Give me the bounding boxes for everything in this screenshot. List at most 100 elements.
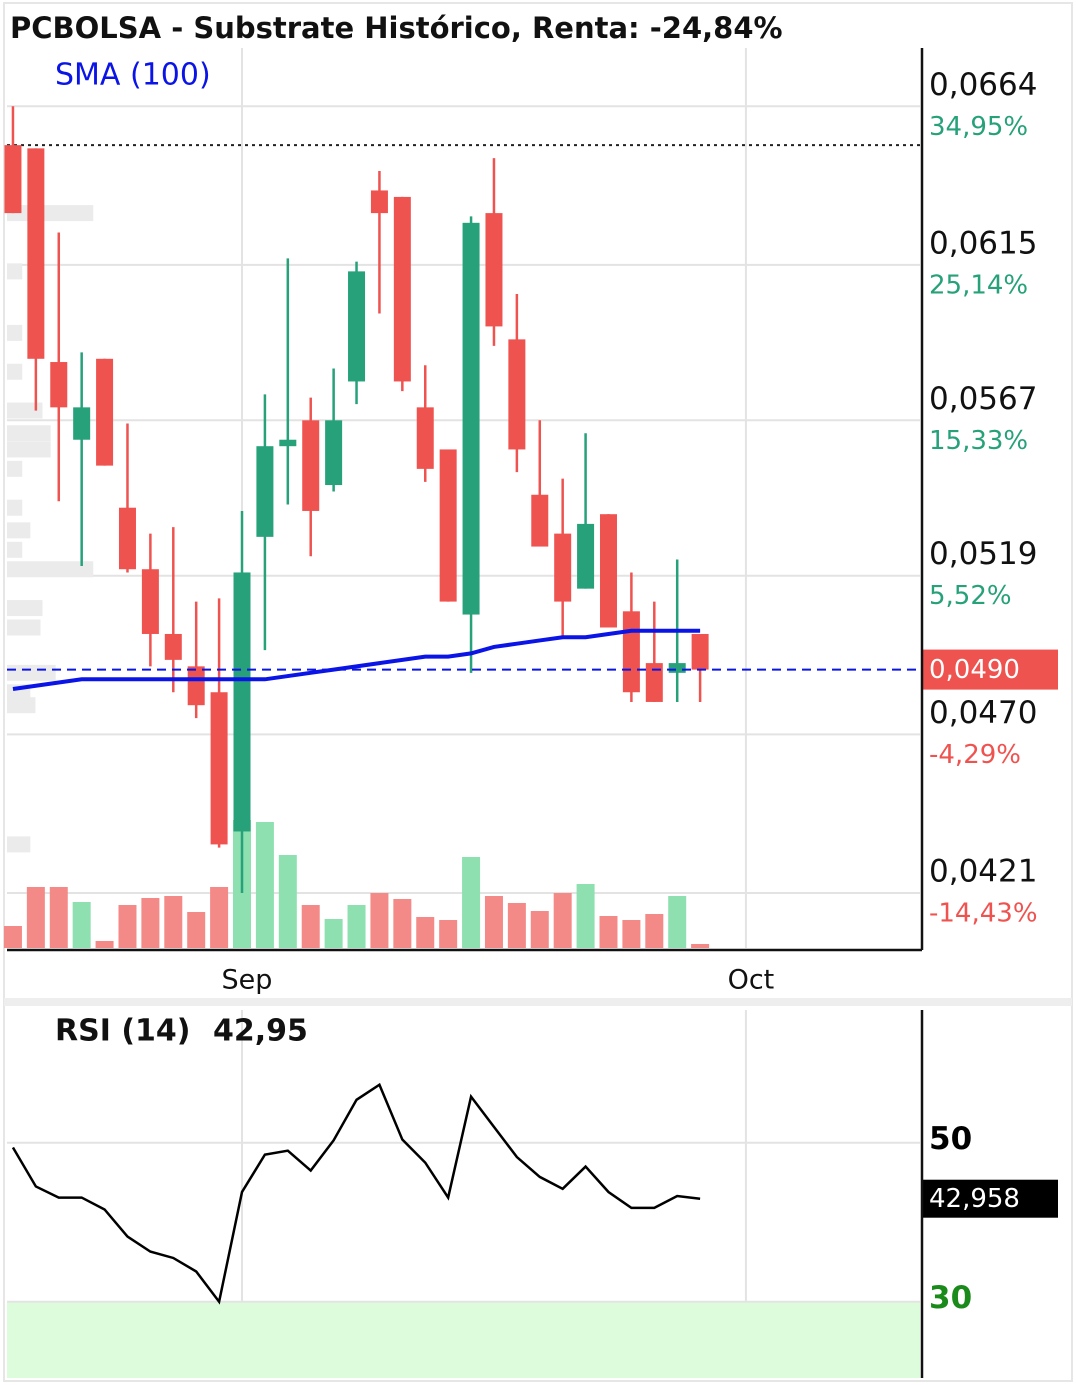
legend-sma: SMA (100)	[55, 58, 211, 93]
volume-bar	[691, 944, 710, 948]
volume-bar	[118, 905, 137, 948]
volume-bar	[599, 916, 618, 948]
candle-body	[187, 666, 205, 706]
candle-body	[73, 407, 91, 440]
candle-body	[256, 446, 274, 537]
y-tick-change: 25,14%	[929, 270, 1028, 300]
volume-profile-bar	[7, 619, 41, 636]
candle-body	[554, 533, 572, 602]
volume-profile-bar	[7, 561, 94, 578]
oversold-zone	[7, 1301, 920, 1378]
volume-bar	[576, 884, 595, 948]
rsi-current-box	[922, 1179, 1058, 1218]
rsi-value: 42,95	[213, 1014, 308, 1049]
candle-body	[370, 190, 388, 214]
volume-profile-bar	[7, 363, 23, 380]
rsi-current-label: 42,958	[929, 1184, 1020, 1214]
candle-body	[599, 514, 617, 628]
candle-body	[393, 196, 411, 382]
candle-body	[279, 439, 297, 447]
candle-body	[210, 692, 228, 845]
volume-bar	[141, 898, 160, 948]
volume-profile-bar	[7, 263, 23, 280]
y-tick-label: 30	[929, 1280, 972, 1316]
volume-bar	[462, 857, 481, 948]
frame	[3, 2, 1073, 1382]
volume-profile-bar	[7, 541, 23, 558]
panel-separator	[4, 998, 1072, 1006]
y-tick-label: 0,0519	[929, 536, 1037, 572]
y-tick-label: 0,0421	[929, 853, 1037, 889]
candle-body	[348, 271, 366, 382]
y-tick-change: -14,43%	[929, 898, 1038, 928]
y-tick-label: 0,0567	[929, 381, 1037, 417]
volume-bar	[26, 887, 45, 948]
volume-bar	[347, 905, 366, 948]
volume-bar	[507, 903, 526, 948]
candle-body	[645, 663, 663, 702]
volume-bar	[95, 941, 114, 948]
sma-line	[12, 628, 701, 691]
y-tick-label: 50	[929, 1121, 972, 1157]
candle-body	[118, 507, 136, 570]
last-price-box	[922, 649, 1058, 690]
rsi-title: RSI (14)	[55, 1014, 190, 1049]
volume-bar	[370, 893, 389, 948]
volume-bar	[210, 887, 229, 948]
y-tick-change: 34,95%	[929, 112, 1028, 142]
rsi-line	[11, 1082, 701, 1305]
volume-bar	[645, 914, 664, 948]
x-tick-label: Oct	[728, 965, 775, 996]
volume-bar	[3, 926, 22, 948]
volume-bar	[187, 912, 206, 948]
volume-bar	[301, 905, 320, 948]
volume-bar	[324, 919, 343, 948]
volume-profile-bar	[7, 425, 51, 442]
y-tick-label: 0,0615	[929, 225, 1037, 261]
candle-body	[325, 420, 343, 486]
volume-profile-bar	[7, 499, 23, 516]
y-tick-change: 5,52%	[929, 581, 1012, 611]
candle-body	[141, 569, 159, 634]
candle-body	[622, 611, 640, 693]
candle-body	[691, 633, 709, 670]
volume-bar	[278, 855, 297, 948]
x-tick-label: Sep	[222, 965, 273, 996]
volume-bar	[439, 920, 458, 948]
volume-profile-bar	[7, 324, 23, 341]
volume-bar	[622, 920, 641, 948]
y-tick-label: 0,0664	[929, 67, 1037, 103]
candle-body	[439, 449, 457, 602]
volume-bar	[484, 896, 503, 948]
volume-profile-bar	[7, 522, 31, 539]
volume-bar	[668, 896, 687, 948]
volume-profile-bar	[7, 460, 23, 477]
volume-bar	[416, 917, 435, 948]
chart-title: PCBOLSA - Substrate Histórico, Renta: -2…	[10, 11, 783, 45]
y-tick-change: 15,33%	[929, 426, 1028, 456]
volume-profile-bar	[7, 836, 31, 853]
candle-body	[416, 407, 434, 469]
last-price-label: 0,0490	[929, 655, 1020, 685]
volume-profile-bar	[7, 664, 56, 681]
candle-body	[96, 358, 114, 466]
candle-body	[27, 148, 45, 359]
volume-profile-bar	[7, 697, 36, 714]
y-tick-label: 0,0470	[929, 695, 1037, 731]
volume-bar	[393, 899, 412, 948]
volume-bar	[164, 896, 183, 948]
candle-body	[302, 420, 320, 511]
candle-body	[508, 339, 526, 450]
candle-body	[668, 663, 686, 673]
volume-bar	[72, 902, 91, 948]
y-tick-change: -4,29%	[929, 740, 1021, 770]
candle-body	[164, 633, 182, 660]
volume-profile-bar	[7, 441, 51, 458]
volume-profile-bar	[7, 402, 43, 419]
candle-body	[462, 222, 480, 615]
candle-body	[50, 362, 68, 408]
volume-bar	[530, 911, 549, 948]
volume-bar	[553, 893, 572, 948]
